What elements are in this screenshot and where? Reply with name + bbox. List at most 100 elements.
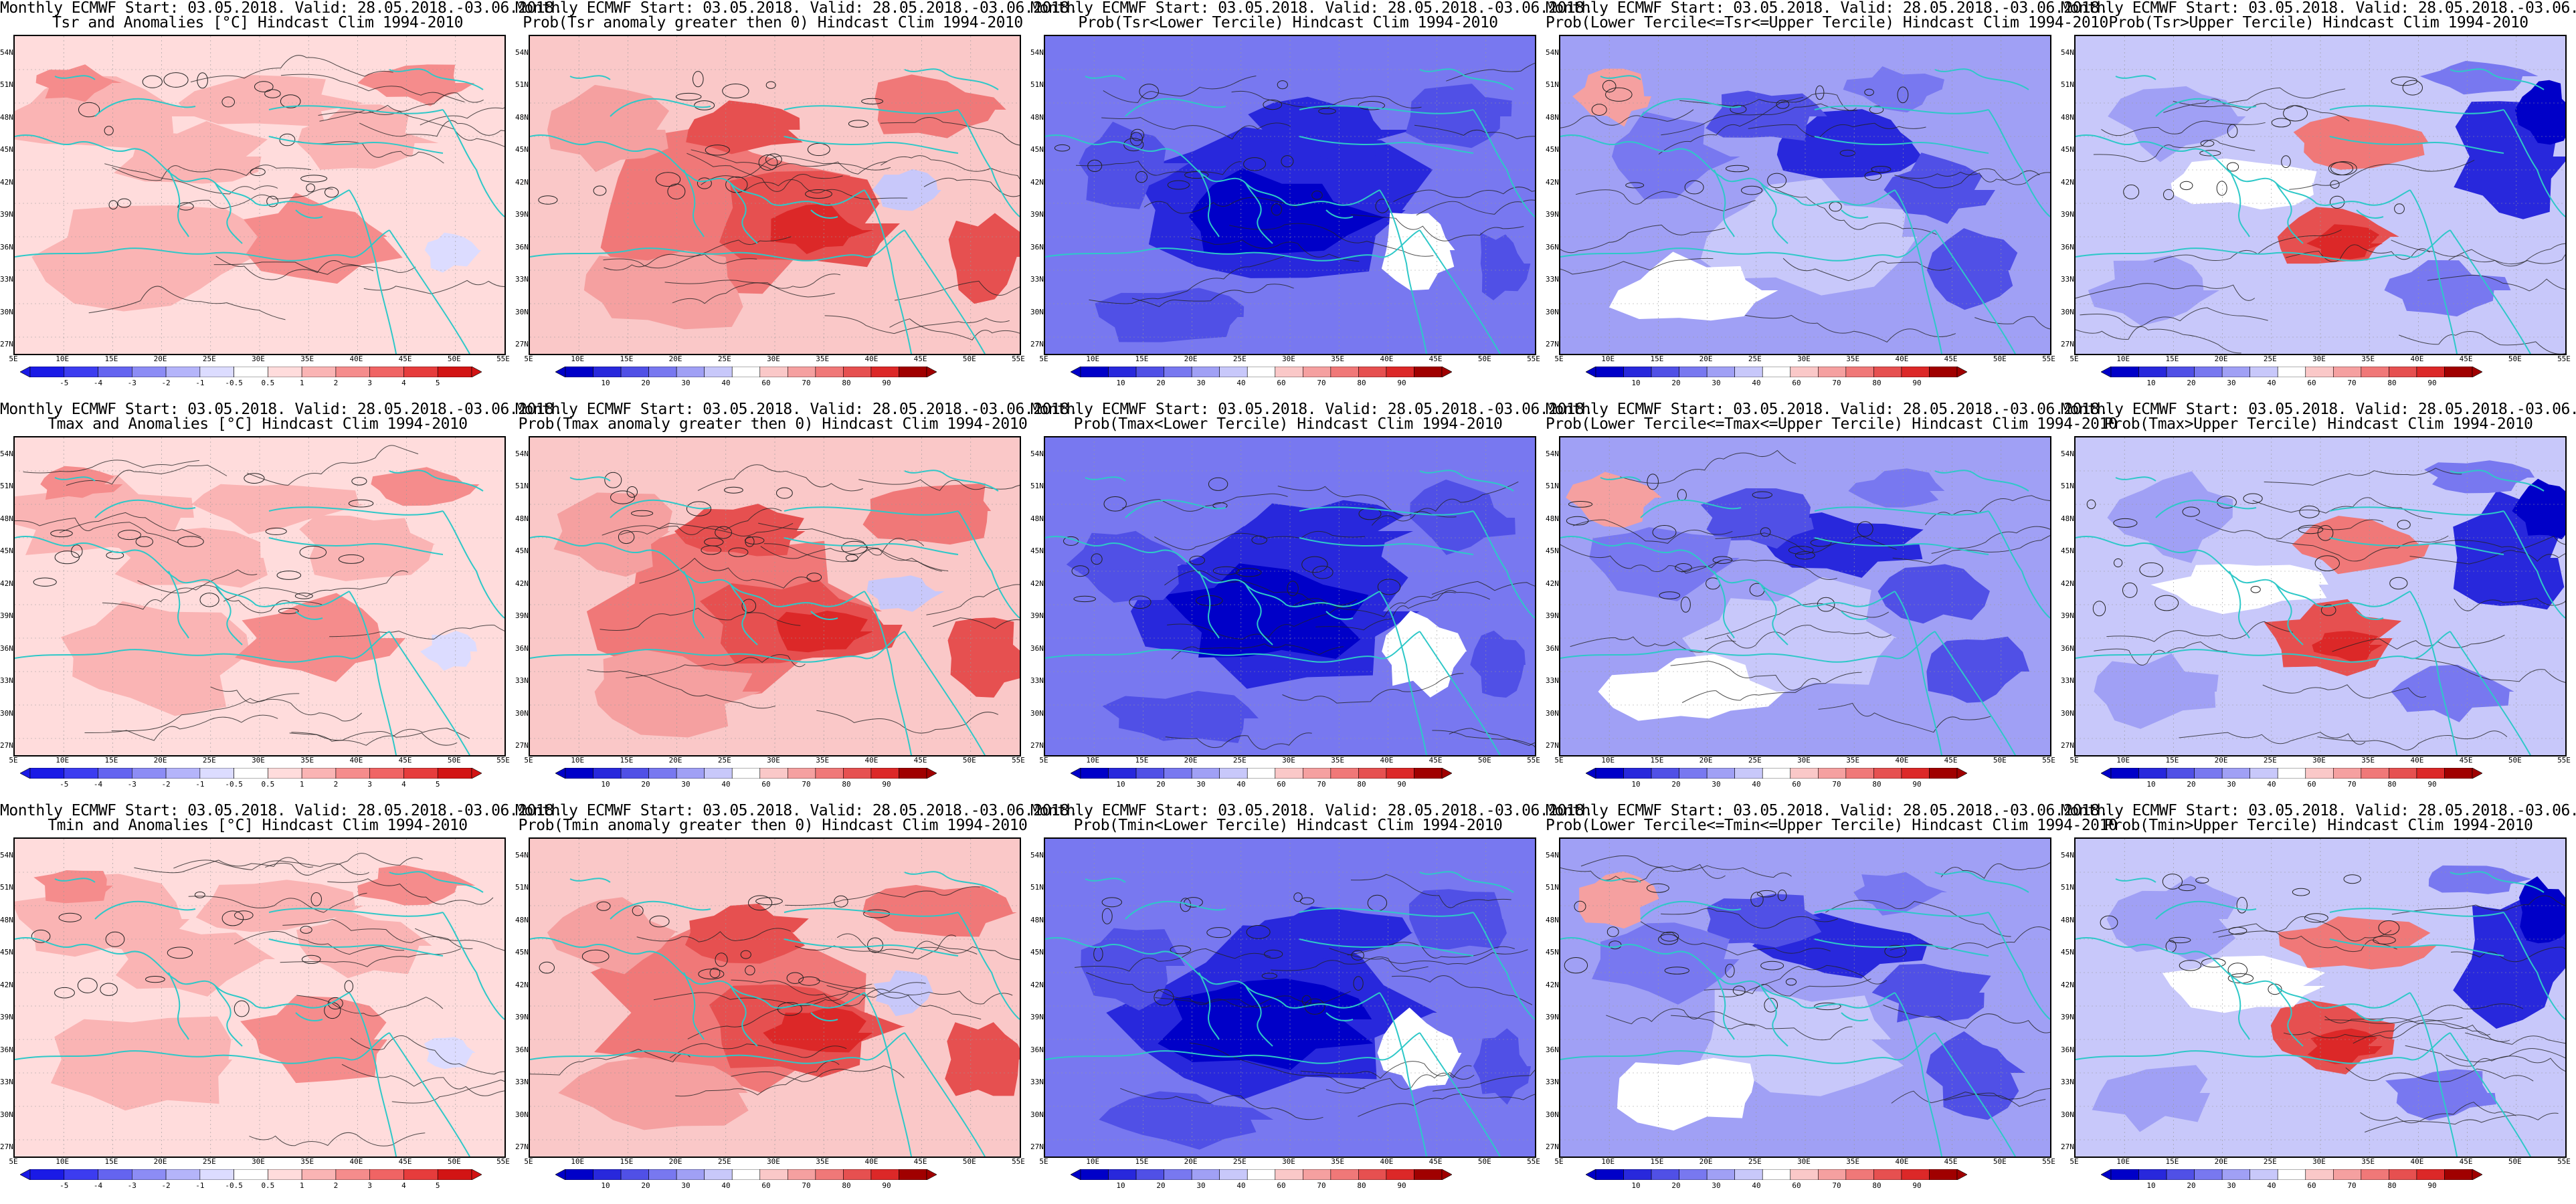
map-panel-p13: Monthly ECMWF Start: 03.05.2018. Valid: … — [1546, 401, 2118, 803]
colorbar-tick-label: -2 — [161, 379, 171, 387]
colorbar-tick-label: 3 — [367, 780, 372, 789]
latitude-label: 51N — [0, 482, 13, 491]
contour-lines — [15, 445, 504, 746]
colorbar-tick-label: -5 — [60, 379, 69, 387]
colorbar-tick-label: 10 — [1116, 780, 1125, 789]
colorbar-tick-label: 70 — [1317, 780, 1326, 789]
longitude-label: 5E — [1554, 1157, 1564, 1166]
colorbar-tick-label: 1 — [299, 780, 304, 789]
colorbar-tick-label: 30 — [1196, 379, 1206, 387]
latitude-label: 54N — [0, 449, 13, 458]
panel-title-line2: Tmin and Anomalies [°C] Hindcast Clim 19… — [48, 817, 468, 834]
colorbar-tick-label: 90 — [2427, 780, 2437, 789]
latitude-label: 45N — [2061, 546, 2074, 556]
longitude-label: 15E — [1135, 756, 1149, 765]
latitude-label: 42N — [2061, 177, 2074, 187]
latitude-label: 30N — [0, 307, 13, 316]
longitude-label: 45E — [2459, 1157, 2473, 1166]
latitude-label: 27N — [515, 1142, 529, 1152]
graticule — [1045, 839, 1535, 1157]
longitude-label: 55E — [1527, 1157, 1540, 1166]
latitude-label: 33N — [0, 676, 13, 686]
colorbar-tick-label: -1 — [195, 780, 205, 789]
graticule — [1045, 36, 1535, 354]
latitude-label: 42N — [1030, 579, 1044, 588]
longitude-label: 45E — [1429, 355, 1443, 363]
latitude-label: 36N — [2061, 1045, 2074, 1054]
contour-lines — [78, 55, 504, 320]
longitude-label: 5E — [2069, 756, 2079, 765]
colorbar-tick-label: 90 — [882, 780, 891, 789]
latitude-label: 33N — [2061, 676, 2074, 686]
coastlines — [1045, 470, 1535, 755]
longitude-label: 5E — [524, 756, 533, 765]
latitude-label: 39N — [1030, 210, 1044, 219]
colorbar-tick-label: 40 — [2267, 1181, 2276, 1190]
longitude-label: 50E — [1993, 756, 2007, 765]
longitude-label: 45E — [1944, 355, 1958, 363]
panel-title-line2: Prob(Tmax>Upper Tercile) Hindcast Clim 1… — [2104, 415, 2533, 433]
colorbar-tick-label: 70 — [1832, 780, 1841, 789]
colorbar — [1071, 367, 1452, 377]
longitude-label: 35E — [2361, 1157, 2375, 1166]
colorbar-tick-label: 10 — [1631, 1181, 1641, 1190]
longitude-label: 5E — [524, 1157, 533, 1166]
colorbar-tick-label: -4 — [93, 780, 103, 789]
colorbar-tick-label: 60 — [1277, 780, 1286, 789]
colorbar-tick-label: 5 — [435, 780, 440, 789]
latitude-label: 36N — [515, 1045, 529, 1054]
panel-title-line2: Prob(Tmin anomaly greater then 0) Hindca… — [518, 817, 1028, 834]
colorbar-tick-label: -3 — [127, 1181, 136, 1190]
latitude-label: 42N — [1546, 579, 1559, 588]
longitude-label: 20E — [1699, 355, 1713, 363]
longitude-label: 35E — [1846, 1157, 1860, 1166]
colorbar-tick-label: -5 — [60, 780, 69, 789]
latitude-label: 54N — [515, 851, 529, 860]
map-panel-p04: Monthly ECMWF Start: 03.05.2018. Valid: … — [2061, 0, 2576, 401]
latitude-label: 51N — [2061, 883, 2074, 892]
latitude-label: 39N — [1546, 1013, 1559, 1022]
latitude-label: 39N — [1030, 1013, 1044, 1022]
latitude-label: 36N — [2061, 242, 2074, 252]
longitude-label: 10E — [2116, 756, 2130, 765]
latitude-label: 51N — [1546, 883, 1559, 892]
longitude-label: 15E — [1135, 1157, 1149, 1166]
latitude-label: 33N — [2061, 275, 2074, 284]
latitude-label: 36N — [1546, 643, 1559, 653]
colorbar-tick-label: 70 — [1832, 1181, 1841, 1190]
longitude-label: 35E — [300, 355, 314, 363]
longitude-label: 35E — [300, 756, 314, 765]
colorbar-tick-label: 60 — [761, 780, 771, 789]
graticule — [15, 839, 504, 1157]
contour-lines — [587, 464, 1020, 734]
latitude-label: 30N — [515, 708, 529, 718]
map-area — [1044, 35, 1536, 355]
longitude-label: 20E — [153, 756, 167, 765]
longitude-label: 15E — [2165, 355, 2179, 363]
longitude-label: 30E — [1797, 756, 1811, 765]
colorbar — [555, 367, 937, 377]
colorbar-tick-label: 80 — [1872, 379, 1881, 387]
longitude-label: 15E — [620, 1157, 634, 1166]
colorbar-tick-label: 90 — [1397, 379, 1406, 387]
colorbar-tick-label: 20 — [1671, 1181, 1681, 1190]
longitude-label: 40E — [2410, 1157, 2424, 1166]
colorbar-tick-label: 40 — [721, 780, 731, 789]
panel-title-line2: Prob(Tmin>Upper Tercile) Hindcast Clim 1… — [2104, 817, 2533, 834]
panel-title-line2: Prob(Tsr<Lower Tercile) Hindcast Clim 19… — [1078, 14, 1498, 31]
panel-title-line2: Prob(Tmin<Lower Tercile) Hindcast Clim 1… — [1073, 817, 1503, 834]
colorbar — [20, 768, 482, 779]
graticule — [530, 839, 1020, 1157]
colorbar-tick-label: 80 — [1872, 1181, 1881, 1190]
longitude-label: 55E — [2557, 355, 2571, 363]
latitude-label: 36N — [1030, 1045, 1044, 1054]
longitude-label: 50E — [2508, 355, 2522, 363]
longitude-label: 15E — [2165, 1157, 2179, 1166]
colorbar — [2101, 1169, 2482, 1180]
latitude-label: 33N — [515, 1078, 529, 1087]
latitude-label: 54N — [1030, 48, 1044, 57]
colorbar-tick-label: 80 — [2387, 780, 2397, 789]
latitude-label: 36N — [515, 242, 529, 252]
colorbar-tick-label: 60 — [1792, 379, 1801, 387]
longitude-label: 30E — [1282, 1157, 1295, 1166]
